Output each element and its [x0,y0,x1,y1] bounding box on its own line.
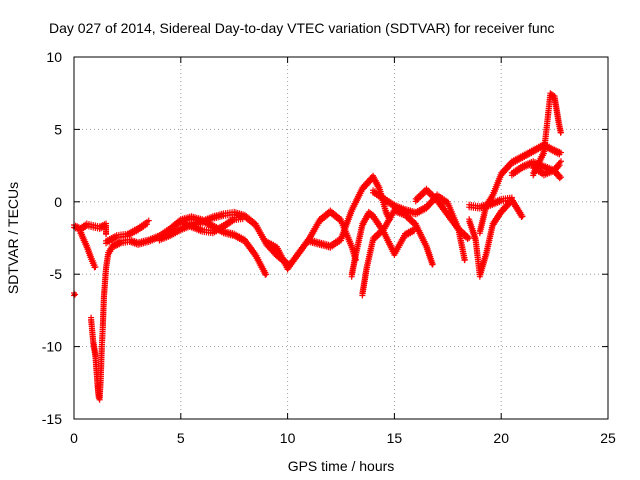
data-point [429,261,436,268]
data-point [558,174,565,181]
series-arc-14 [412,185,473,243]
data-point [466,235,473,241]
series-arc-17 [476,140,565,237]
series-arc-10 [305,172,394,251]
data-point [556,162,563,169]
data-point [556,175,563,182]
y-axis-label: SDTVAR / TECUs [5,182,21,294]
y-tick-label: 0 [54,194,62,210]
data-point [519,213,526,220]
data-point [263,271,270,278]
series-arc-8 [177,213,248,237]
data-point [558,158,565,165]
y-tick-label: -15 [42,411,62,427]
x-tick-label: 15 [387,430,403,446]
x-tick-label: 20 [493,430,509,446]
data-series [71,90,565,403]
series-arc-3 [77,227,99,271]
series-arc-5 [103,217,152,247]
grid-lines [74,57,608,419]
data-point [461,256,468,263]
y-tick-label: 5 [54,121,62,137]
plot-frame [73,56,609,420]
data-point [558,129,565,136]
x-tick-label: 0 [70,430,78,446]
data-point [508,194,515,201]
data-point [103,230,110,237]
data-point [72,291,79,298]
x-tick-label: 10 [280,430,296,446]
x-tick-label: 5 [177,430,185,446]
y-tick-label: -10 [42,339,62,355]
data-point [241,213,248,220]
series-arc-15 [466,195,526,280]
data-point [145,217,152,224]
chart-title: Day 027 of 2014, Sidereal Day-to-day VTE… [49,20,555,36]
series-arc-11 [348,208,419,280]
series-arc-12 [359,206,436,299]
data-point [429,261,436,268]
axis-ticks: 0 5 10 15 20 25 -15 -10 -5 0 5 10 [42,49,616,446]
data-point [143,221,150,228]
data-point [558,149,565,156]
data-point [262,271,269,278]
x-tick-label: 25 [600,430,616,446]
series-arc-4 [88,236,142,403]
series-arc-13 [370,187,468,264]
data-point [92,263,99,270]
y-tick-label: 10 [46,49,62,65]
series-arc-19 [530,90,565,179]
x-axis-label: GPS time / hours [288,458,395,474]
data-point [518,213,525,220]
series-arc-20 [530,158,565,179]
y-tick-label: -5 [50,266,63,282]
